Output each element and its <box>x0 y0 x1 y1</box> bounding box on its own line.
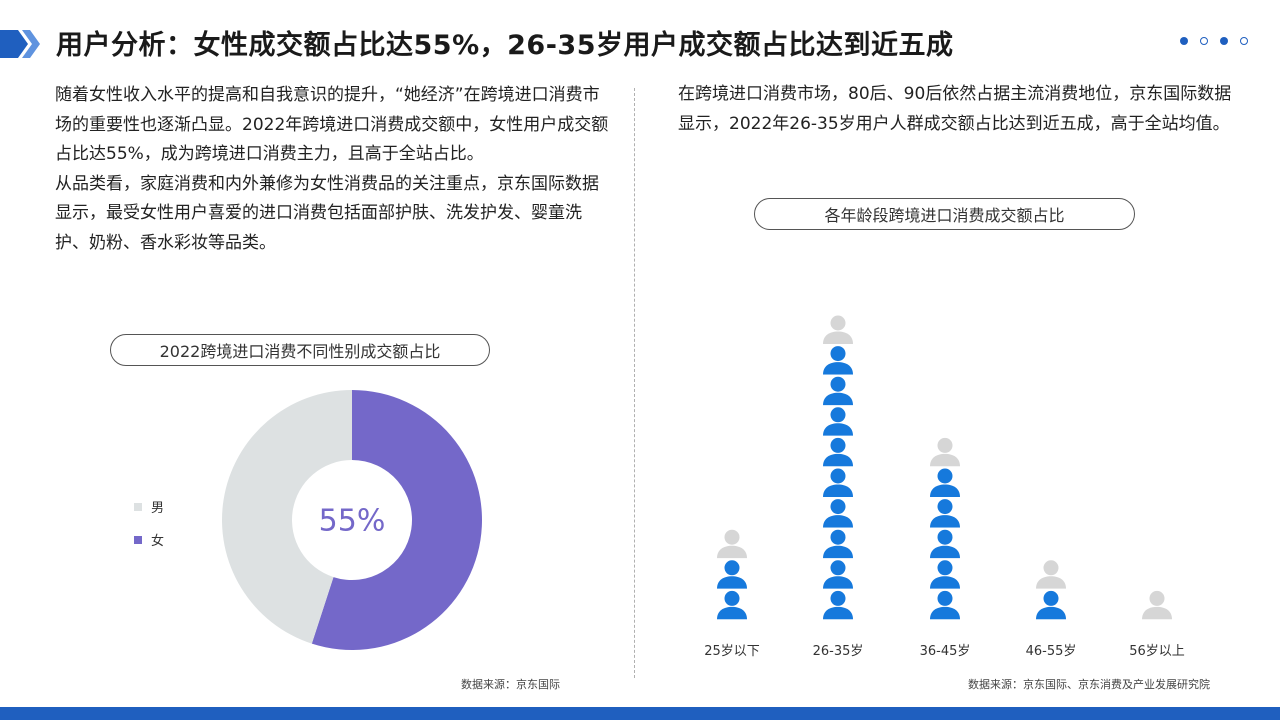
left-paragraph-2: 从品类看，家庭消费和内外兼修为女性消费品的关注重点，京东国际数据显示，最受女性用… <box>55 173 599 253</box>
person-icon <box>823 499 853 528</box>
person-icon <box>930 590 960 620</box>
age-category-label: 56岁以上 <box>1129 644 1185 659</box>
person-icon <box>930 560 960 589</box>
bottom-accent-bar <box>0 707 1280 720</box>
donut-center-label: 55% <box>319 504 386 539</box>
person-icon <box>930 437 960 467</box>
gender-chart-title: 2022跨境进口消费不同性别成交额占比 <box>110 334 490 366</box>
pagination-dot <box>1200 37 1208 45</box>
legend-swatch-male <box>134 502 142 511</box>
pagination-dot <box>1240 37 1248 45</box>
column-divider <box>634 88 635 678</box>
person-icon <box>823 315 853 344</box>
person-icon <box>823 529 853 559</box>
age-category-label: 46-55岁 <box>1026 644 1077 659</box>
header-chevron-icon <box>0 30 40 58</box>
person-icon <box>823 590 853 620</box>
pagination-dot <box>1180 37 1188 45</box>
right-source-note: 数据来源：京东国际、京东消费及产业发展研究院 <box>968 678 1210 691</box>
person-icon <box>930 529 960 559</box>
person-icon <box>717 590 747 620</box>
person-icon <box>823 437 853 467</box>
person-icon <box>823 346 853 375</box>
age-category-label: 25岁以下 <box>704 644 760 659</box>
person-icon <box>717 529 747 559</box>
donut-slice-female <box>311 390 483 650</box>
age-category-label: 36-45岁 <box>920 644 971 659</box>
donut-slice-male <box>222 390 352 644</box>
pagination-dot <box>1220 37 1228 45</box>
person-icon <box>1036 590 1066 620</box>
person-icon <box>717 560 747 589</box>
left-description: 随着女性收入水平的提高和自我意识的提升，“她经济”在跨境进口消费市场的重要性也逐… <box>55 81 615 258</box>
person-icon <box>823 468 853 497</box>
left-paragraph-1: 随着女性收入水平的提高和自我意识的提升，“她经济”在跨境进口消费市场的重要性也逐… <box>55 85 609 164</box>
legend-label-male: 男 <box>151 501 165 516</box>
person-icon <box>930 468 960 497</box>
right-paragraph: 在跨境进口消费市场，80后、90后依然占据主流消费地位，京东国际数据显示，202… <box>678 84 1232 134</box>
legend-item-female: 女 <box>134 530 164 549</box>
left-source-note: 数据来源：京东国际 <box>461 678 560 691</box>
right-description: 在跨境进口消费市场，80后、90后依然占据主流消费地位，京东国际数据显示，202… <box>678 80 1238 139</box>
person-icon <box>1142 590 1172 620</box>
age-category-label: 26-35岁 <box>813 644 864 659</box>
gender-donut-chart: 55% <box>222 390 483 650</box>
legend-swatch-female <box>134 535 142 544</box>
person-icon <box>823 407 853 436</box>
pagination-dots <box>1180 37 1248 45</box>
person-icon <box>823 560 853 589</box>
person-icon <box>1036 560 1066 589</box>
person-icon <box>823 376 853 406</box>
legend-item-male: 男 <box>134 497 164 516</box>
legend-label-female: 女 <box>151 534 165 549</box>
age-icon-chart: 25岁以下 26-35岁 36-45岁 46-55岁 56岁以上 <box>704 315 1185 659</box>
page-title: 用户分析：女性成交额占比达55%，26-35岁用户成交额占比达到近五成 <box>56 30 954 61</box>
age-chart-title: 各年龄段跨境进口消费成交额占比 <box>754 198 1135 230</box>
person-icon <box>930 499 960 528</box>
